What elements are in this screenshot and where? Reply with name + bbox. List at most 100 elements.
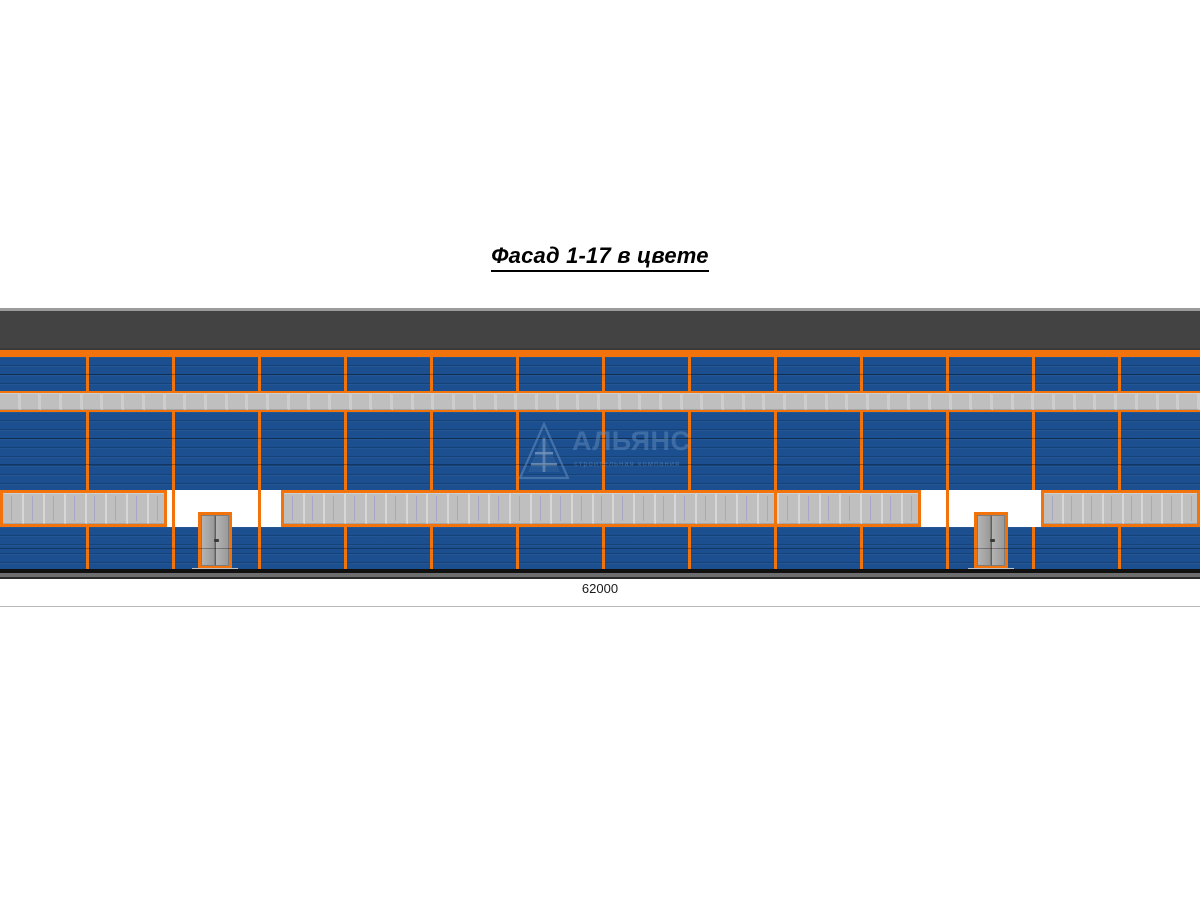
parapet-shadow [0,348,1200,350]
window-pane [496,393,518,410]
window-pane [1179,393,1200,410]
window-pane [558,393,580,410]
orange-trim-band-top [0,350,1200,357]
bay-joint [602,412,605,490]
bay-joint [688,357,691,391]
bay-joint [602,527,605,569]
window-pane [579,393,600,410]
window-pane [1083,493,1104,524]
bay-joint [688,412,691,490]
door-handle-icon[interactable] [990,539,995,543]
window-pane [993,393,1014,410]
window-pane [44,493,66,524]
window-pane [1055,393,1076,410]
window-pane [20,393,42,410]
window-pane [537,393,559,410]
window-pane [724,393,745,410]
window-pane [227,393,249,410]
bay-joint [1118,357,1121,391]
window-pane [469,493,491,524]
window-pane [475,393,497,410]
window-pane [387,493,408,524]
window-pane [861,493,883,524]
window-pane [449,493,470,524]
window-pane [744,393,766,410]
bay-joint [602,357,605,391]
window-pane [593,493,615,524]
entrance-door-right[interactable] [974,512,1008,569]
window-pane [41,393,63,410]
window-pane [517,393,538,410]
window-pane [165,393,187,410]
panel-seam [0,548,1200,549]
bay-joint [86,412,89,490]
window-pane [149,493,164,524]
window-pane [951,393,973,410]
window-pane [572,493,594,524]
window-pane [372,393,394,410]
window-pane [351,393,373,410]
bay-joint [258,357,261,391]
window-pane [1117,393,1138,410]
window-band-center [281,490,921,527]
parapet-cap [0,308,1200,311]
bay-joint [774,412,777,490]
door-leaf[interactable] [214,515,229,566]
door-leaf[interactable] [990,515,1005,566]
window-pane [1163,493,1184,524]
bay-joint [1118,412,1121,490]
bay-joint [516,527,519,569]
window-pane [696,493,718,524]
bay-joint [430,527,433,569]
window-pane [124,393,145,410]
ground-line [0,577,1200,579]
bay-joint [172,527,175,569]
facade-elevation [0,308,1200,579]
dimension-line-top [0,577,1200,578]
window-pane [107,493,129,524]
window-pane [682,393,704,410]
window-pane [806,393,828,410]
window-pane [86,493,108,524]
base-apron [0,573,1200,577]
door-handle-icon[interactable] [214,539,219,543]
door-leaves[interactable] [977,515,1005,566]
bay-joint [774,357,777,391]
window-pane [903,493,918,524]
window-pane [1123,493,1144,524]
panel-seam [0,374,1200,375]
window-pane [786,393,807,410]
bay-joint [1032,412,1035,490]
window-pane [366,493,388,524]
window-pane [738,493,759,524]
window-pane [1183,493,1197,524]
window-pane [889,393,911,410]
window-pane [868,393,890,410]
window-pane [1034,393,1056,410]
bay-joint [172,412,175,490]
door-leaves[interactable] [201,515,229,566]
window-pane [268,393,290,410]
window-pane [128,493,150,524]
window-pane [325,493,346,524]
window-pane [779,493,801,524]
bay-joint [946,357,949,391]
window-pane [65,493,87,524]
window-pane [345,493,367,524]
window-pane [490,493,512,524]
bay-joint [1118,527,1121,569]
base-plinth [0,569,1200,573]
door-leaf[interactable] [201,515,215,566]
bay-joint [774,490,777,527]
bay-joint [946,527,949,569]
window-band-left [0,490,167,527]
bay-joint [516,357,519,391]
entrance-door-left[interactable] [198,512,232,569]
window-pane [248,393,269,410]
window-pane [1063,493,1084,524]
bay-joint [1032,357,1035,391]
door-leaf[interactable] [977,515,991,566]
clerestory-ribbon-window [0,391,1200,412]
dimension-line-bottom [0,606,1200,607]
bay-joint [860,412,863,490]
